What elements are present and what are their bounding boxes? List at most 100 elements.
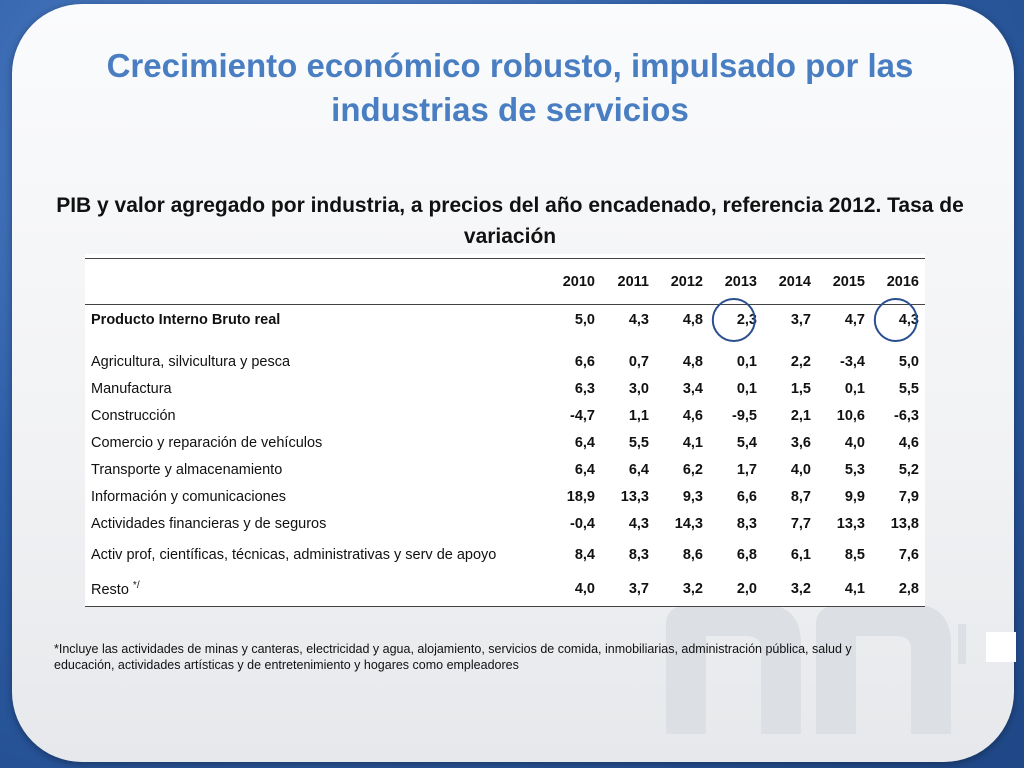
- cell-value: -4,7: [570, 408, 595, 424]
- row-label: Resto */: [85, 571, 547, 607]
- cell-value: 5,0: [574, 311, 595, 328]
- cell-value: 3,2: [763, 571, 817, 607]
- cell-value: 5,5: [628, 435, 649, 451]
- cell-value: 0,1: [844, 381, 865, 397]
- cell-value: 4,3: [628, 311, 649, 328]
- cell-value: 2,0: [709, 571, 763, 607]
- cell-value: 13,8: [890, 516, 919, 532]
- cell-value: 4,0: [547, 571, 601, 607]
- header-label-cell: [85, 258, 547, 305]
- cell-value: 6,1: [790, 546, 811, 563]
- highlight-circle: [873, 297, 918, 342]
- cell-value: 0,7: [628, 354, 649, 370]
- growth-table-container: 2010 2011 2012 2013 2014 2015 2016 Produ…: [85, 254, 925, 607]
- cell-value: 4,1: [682, 435, 703, 451]
- cell-value: 1,5: [790, 381, 811, 397]
- cell-value: 5,4: [736, 435, 757, 451]
- cell-value: 10,6: [836, 408, 865, 424]
- cell-value: 4,0: [844, 435, 865, 451]
- spacer-row: [85, 335, 925, 349]
- cell-value: 3,6: [790, 435, 811, 451]
- cell-value: 9,3: [682, 489, 703, 505]
- row-label: Activ prof, científicas, técnicas, admin…: [91, 546, 497, 563]
- row-label: Construcción: [91, 408, 176, 424]
- cell-value: 9,9: [844, 489, 865, 505]
- cell-value: -6,3: [894, 408, 919, 424]
- table-row: Activ prof, científicas, técnicas, admin…: [85, 538, 925, 572]
- page-title: Crecimiento económico robusto, impulsado…: [106, 47, 914, 128]
- footnote: *Incluye las actividades de minas y cant…: [54, 642, 852, 672]
- cell-value: 1,7: [736, 462, 757, 478]
- table-row-gdp: Producto Interno Bruto real 5,0 4,3 4,8 …: [85, 297, 925, 342]
- cell-value: 2,1: [790, 408, 811, 424]
- table-row: Agricultura, silvicultura y pesca 6,6 0,7 4…: [85, 349, 925, 376]
- table-row: Transporte y almacenamiento 6,4 6,4 6,2 1,7 4…: [85, 457, 925, 484]
- cell-value: 3,7: [790, 311, 811, 328]
- cell-value: 3,4: [682, 381, 703, 397]
- cell-value: 5,5: [898, 381, 919, 397]
- row-label: Actividades financieras y de seguros: [91, 516, 327, 532]
- cell-value: 6,4: [628, 462, 649, 478]
- header-year: 2010: [547, 258, 601, 305]
- row-label: Transporte y almacenamiento: [91, 462, 283, 478]
- footnote-marker: */: [132, 579, 140, 591]
- cell-value: 14,3: [674, 516, 703, 532]
- industry-rows: Agricultura, silvicultura y pesca 6,6 0,7 4…: [85, 349, 925, 572]
- table-row: Actividades financieras y de seguros -0,4…: [85, 511, 925, 538]
- table-header-row: 2010 2011 2012 2013 2014 2015 2016: [85, 258, 925, 305]
- row-label: Información y comunicaciones: [91, 489, 287, 505]
- header-year: 2014: [763, 258, 817, 305]
- row-label-text: Resto: [91, 581, 129, 598]
- cell-value: 7,6: [898, 546, 919, 563]
- cell-value: 8,4: [574, 546, 595, 563]
- header-year: 2011: [601, 258, 655, 305]
- cell-value: 0,1: [736, 381, 757, 397]
- cell-value: 4,8: [682, 311, 703, 328]
- cell-value-highlighted: 2,3: [709, 297, 763, 342]
- cell-value: 8,7: [790, 489, 811, 505]
- cell-value: 6,3: [574, 381, 595, 397]
- row-label: Manufactura: [91, 381, 172, 397]
- header-year: 2016: [871, 258, 925, 305]
- cell-value: 6,6: [736, 489, 757, 505]
- cell-value: 3,0: [628, 381, 649, 397]
- cell-value: -0,4: [570, 516, 595, 532]
- logo-watermark: [666, 604, 966, 734]
- cell-value: -3,4: [840, 354, 865, 370]
- cell-value: 7,9: [898, 489, 919, 505]
- cell-value: 13,3: [836, 516, 865, 532]
- cell-value: 0,1: [736, 354, 757, 370]
- cell-value: 8,3: [736, 516, 757, 532]
- row-label: Agricultura, silvicultura y pesca: [91, 354, 291, 370]
- table-caption: PIB y valor agregado por industria, a pr…: [56, 194, 964, 248]
- cell-value: 2,8: [871, 571, 925, 607]
- cell-value: 18,9: [566, 489, 595, 505]
- cell-value: 3,2: [655, 571, 709, 607]
- highlight-circle: [711, 297, 756, 342]
- row-label: Comercio y reparación de vehículos: [91, 435, 323, 451]
- cell-value: 4,0: [790, 462, 811, 478]
- table-row-resto: Resto */ 4,0 3,7 3,2 2,0 3,2 4,1 2,8: [85, 571, 925, 607]
- logo-square: [986, 632, 1016, 662]
- cell-value: 8,3: [628, 546, 649, 563]
- header-year: 2015: [817, 258, 871, 305]
- row-label: Producto Interno Bruto real: [91, 311, 281, 328]
- cell-value: -9,5: [732, 408, 757, 424]
- cell-value: 4,3: [628, 516, 649, 532]
- cell-value: 6,6: [574, 354, 595, 370]
- table-row: Información y comunicaciones 18,9 13,3 9,3 6…: [85, 484, 925, 511]
- cell-value: 6,4: [574, 462, 595, 478]
- cell-value: 6,8: [736, 546, 757, 563]
- cell-value: 8,6: [682, 546, 703, 563]
- cell-value: 3,7: [601, 571, 655, 607]
- cell-value: 4,6: [898, 435, 919, 451]
- cell-value: 4,6: [682, 408, 703, 424]
- cell-value: 5,0: [898, 354, 919, 370]
- cell-value: 8,5: [844, 546, 865, 563]
- table-row: Construcción -4,7 1,1 4,6 -9,5 2,1 10,6 -6,3: [85, 403, 925, 430]
- header-year: 2012: [655, 258, 709, 305]
- cell-value: 4,7: [844, 311, 865, 328]
- cell-value: 6,4: [574, 435, 595, 451]
- growth-table: 2010 2011 2012 2013 2014 2015 2016 Produ…: [85, 258, 925, 607]
- table-row: Comercio y reparación de vehículos 6,4 5,5…: [85, 430, 925, 457]
